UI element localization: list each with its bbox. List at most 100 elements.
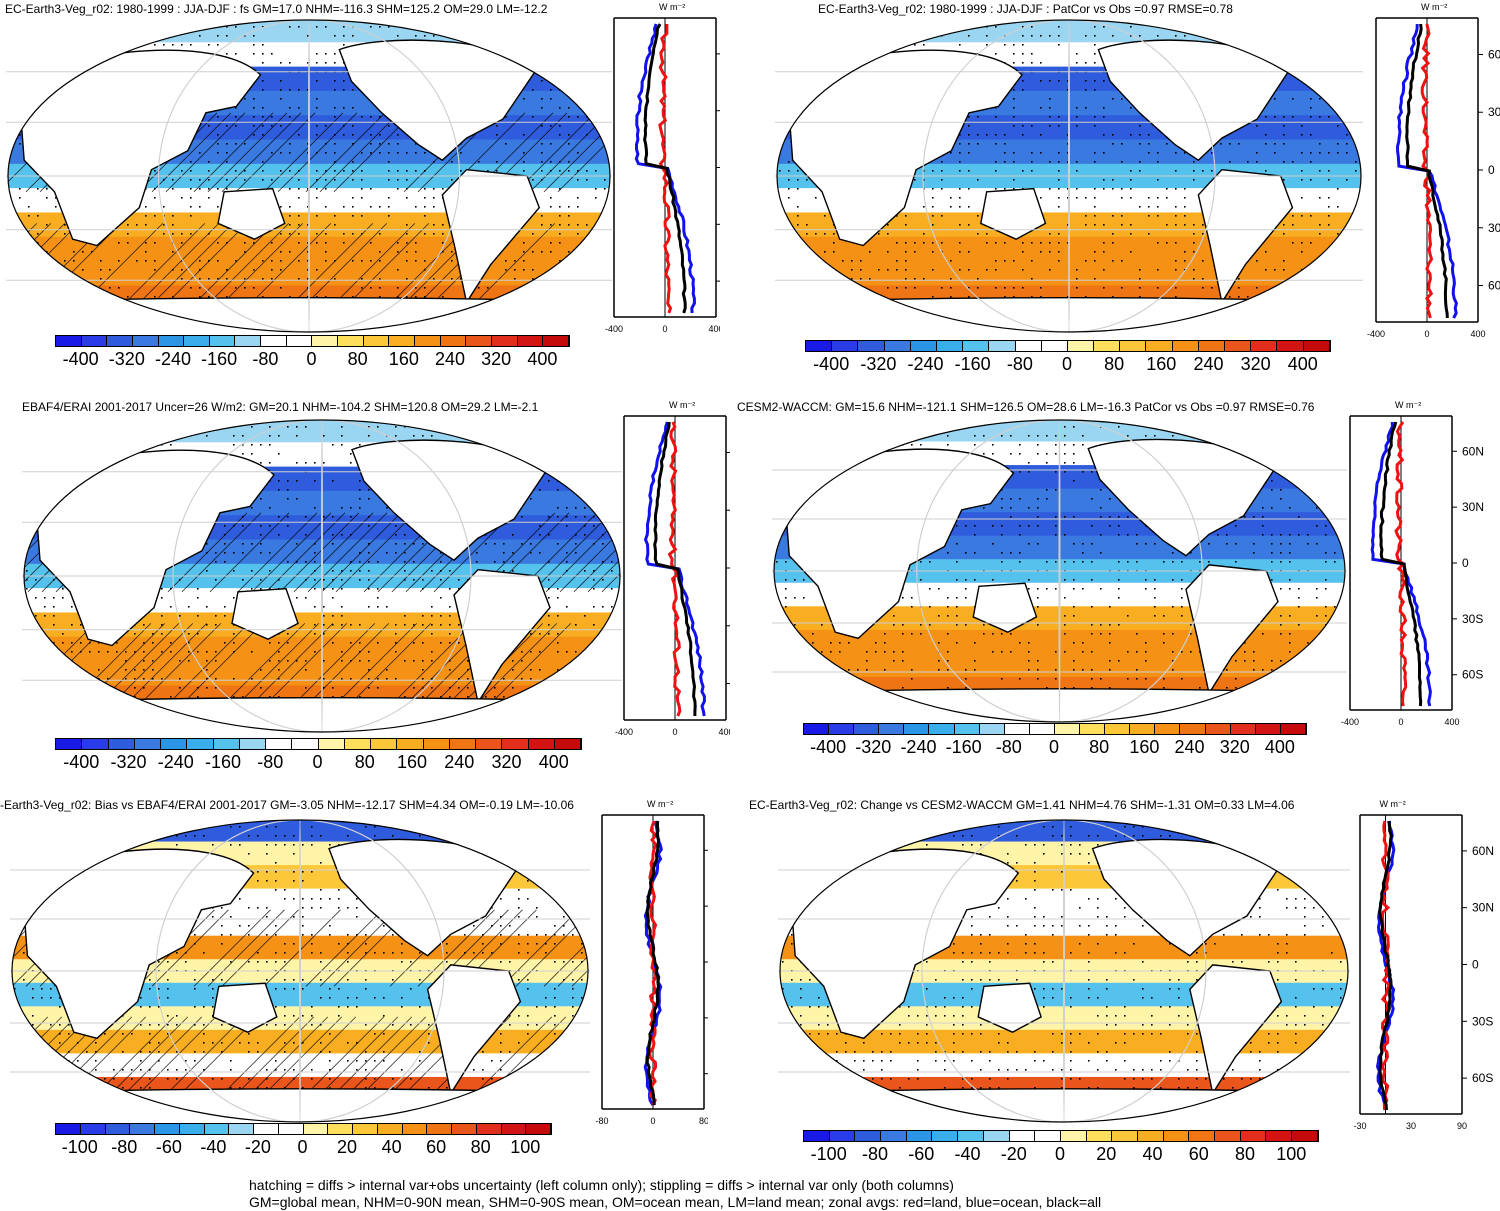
colorbar-cell xyxy=(1005,724,1030,734)
colorbar-label: -60 xyxy=(156,1137,182,1158)
figure-footer: hatching = diffs > internal var+obs unce… xyxy=(249,1177,1101,1211)
zonal-x-tick-label: 400 xyxy=(1470,329,1485,339)
colorbar-cell xyxy=(1180,724,1205,734)
colorbar-cell xyxy=(389,336,415,346)
colorbar-cell xyxy=(345,739,371,749)
zonal-x-tick-label: 0 xyxy=(1398,717,1403,727)
colorbar-cell xyxy=(879,724,904,734)
colorbar-cell xyxy=(109,739,135,749)
colorbar-cell xyxy=(1035,1131,1061,1141)
colorbar-label: 20 xyxy=(1096,1144,1116,1165)
colorbar-cell xyxy=(911,341,937,351)
colorbar-cell xyxy=(804,724,829,734)
colorbar-cell xyxy=(526,1124,551,1134)
colorbar-label: -240 xyxy=(155,349,191,370)
map-plot xyxy=(6,18,612,334)
lat-tick-label: 30N xyxy=(1488,105,1500,119)
colorbar-cell xyxy=(133,336,159,346)
lat-tick-label: 60S xyxy=(1488,279,1500,293)
colorbar-cell xyxy=(312,336,338,346)
zonal-x-tick-label: 0 xyxy=(650,1116,655,1126)
colorbar-label: 160 xyxy=(1146,354,1176,375)
zonal-unit-label: W m⁻² xyxy=(659,2,685,12)
colorbar-label: 320 xyxy=(481,349,511,370)
colorbar-cell xyxy=(403,1124,428,1134)
colorbar-cell xyxy=(441,336,467,346)
colorbar-cell xyxy=(830,1131,856,1141)
colorbar-label: -240 xyxy=(908,354,944,375)
colorbar-label: 20 xyxy=(337,1137,357,1158)
colorbar-cell xyxy=(1251,341,1277,351)
zonal-x-tick-label: 30 xyxy=(1406,1121,1416,1131)
colorbar-label: -160 xyxy=(205,752,241,773)
colorbar-cell xyxy=(1277,341,1303,351)
colorbar-cell xyxy=(1042,341,1068,351)
zonal-x-tick-label: 90 xyxy=(1457,1121,1467,1131)
colorbar-cell xyxy=(1061,1131,1087,1141)
colorbar-label: -160 xyxy=(946,737,982,758)
colorbar-cell xyxy=(907,1131,933,1141)
colorbar-label: 160 xyxy=(1129,737,1159,758)
colorbar-label: 240 xyxy=(1175,737,1205,758)
colorbar-cell xyxy=(1231,724,1256,734)
colorbar-cell xyxy=(364,336,390,346)
zonal-unit-label: W m⁻² xyxy=(669,400,695,410)
colorbar-cell xyxy=(319,739,345,749)
colorbar-label: -240 xyxy=(158,752,194,773)
colorbar-label: 100 xyxy=(510,1137,540,1158)
colorbar-cell xyxy=(235,336,261,346)
zonal-x-tick-label: 80 xyxy=(699,1116,708,1126)
colorbar-cell xyxy=(476,739,502,749)
colorbar-label: 0 xyxy=(312,752,322,773)
colorbar-cell xyxy=(180,1124,205,1134)
colorbar-label: 0 xyxy=(306,349,316,370)
zonal-x-tick-label: 0 xyxy=(1424,329,1429,339)
colorbar-cell xyxy=(82,739,108,749)
colorbar-cell xyxy=(452,1124,477,1134)
colorbar-cell xyxy=(804,1131,830,1141)
lat-tick-label: 30N xyxy=(1472,901,1494,915)
colorbar-cell xyxy=(205,1124,230,1134)
colorbar-cell xyxy=(1155,724,1180,734)
zonal-unit-label: W m⁻² xyxy=(1421,2,1447,12)
zonal-x-tick-label: 0 xyxy=(672,727,677,737)
colorbar-cell xyxy=(82,336,108,346)
panel-title: EBAF4/ERAI 2001-2017 Uncer=26 W/m2: GM=2… xyxy=(22,400,538,414)
colorbar-cell xyxy=(184,336,210,346)
colorbar-label: -320 xyxy=(860,354,896,375)
lat-tick-label: 60S xyxy=(1462,668,1483,682)
colorbar-label: 40 xyxy=(382,1137,402,1158)
colorbar-label: 80 xyxy=(1235,1144,1255,1165)
panel-title: CESM2-WACCM: GM=15.6 NHM=-121.1 SHM=126.… xyxy=(737,400,1314,414)
colorbar-cell xyxy=(529,739,555,749)
colorbar-label: -100 xyxy=(811,1144,847,1165)
lat-tick-label: 60N xyxy=(1462,444,1484,458)
colorbar-cell xyxy=(989,341,1015,351)
colorbar-cell xyxy=(885,341,911,351)
colorbar-cell xyxy=(328,1124,353,1134)
colorbar-cell xyxy=(1112,1131,1138,1141)
map-plot xyxy=(772,418,1347,724)
panel-title: -Earth3-Veg_r02: Bias vs EBAF4/ERAI 2001… xyxy=(0,798,574,812)
colorbar-cell xyxy=(858,341,884,351)
colorbar-label: -400 xyxy=(813,354,849,375)
colorbar-cell xyxy=(159,336,185,346)
colorbar-label: -320 xyxy=(110,752,146,773)
colorbar-label: 0 xyxy=(1049,737,1059,758)
colorbar-cell xyxy=(1199,341,1225,351)
zonal-x-tick-label: -400 xyxy=(1341,717,1359,727)
colorbar-label: -320 xyxy=(109,349,145,370)
lat-tick-label: 0 xyxy=(1462,556,1469,570)
footer-line-2: GM=global mean, NHM=0-90N mean, SHM=0-90… xyxy=(249,1194,1101,1211)
colorbar-label: 60 xyxy=(426,1137,446,1158)
colorbar-cell xyxy=(806,341,832,351)
panel-title: EC-Earth3-Veg_r02: 1980-1999 : JJA-DJF :… xyxy=(818,2,1233,16)
colorbar-cell xyxy=(466,336,492,346)
colorbar-cell xyxy=(1146,341,1172,351)
colorbar-label: -20 xyxy=(245,1137,271,1158)
colorbar-cell xyxy=(502,739,528,749)
